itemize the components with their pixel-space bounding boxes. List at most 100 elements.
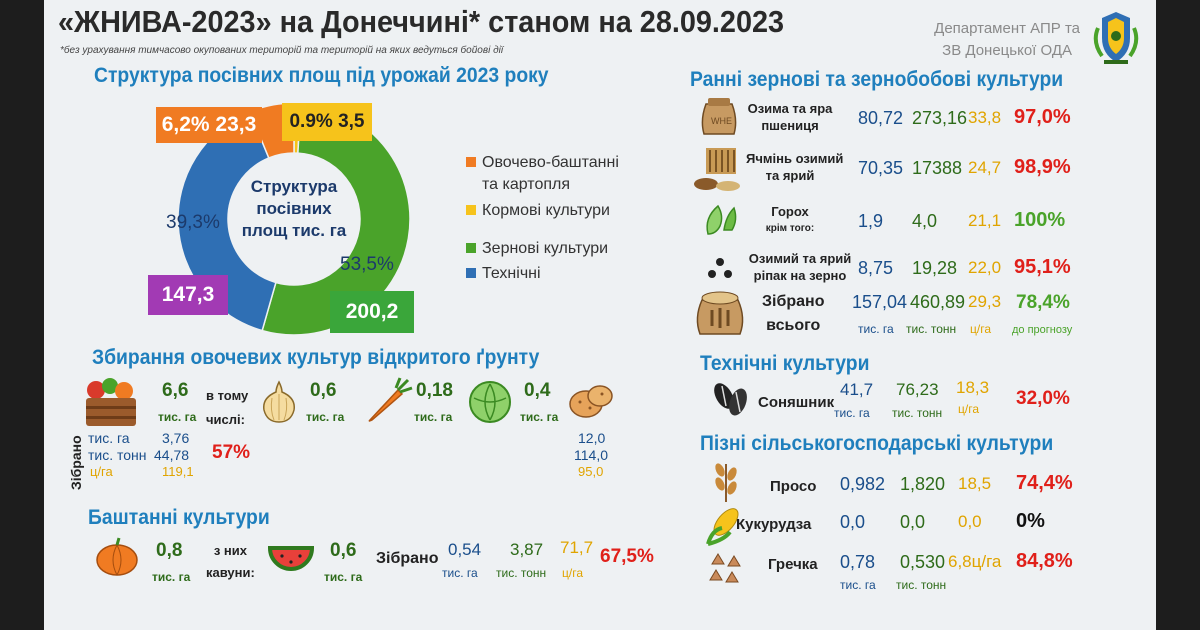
early-row-pct-wheat: 97,0% bbox=[1014, 106, 1071, 128]
cabbage-unit: тис. га bbox=[520, 410, 559, 424]
early-total-area: 157,04 bbox=[852, 292, 908, 312]
veg-row-unit-yield: ц/га bbox=[90, 464, 113, 479]
early-row-label-wheat: Озима та яра пшениця bbox=[746, 100, 834, 134]
late-unit-area: тис. га bbox=[840, 578, 876, 592]
late-row-yield-corn: 0,0 bbox=[958, 512, 982, 531]
harvested-vertical-label: Зібрано bbox=[68, 435, 84, 490]
infographic-slide: «ЖНИВА-2023» на Донеччині* станом на 28.… bbox=[44, 0, 1156, 630]
sunflower-label: Соняшник bbox=[758, 394, 835, 411]
melon-unit-tonn: тис. тонн bbox=[496, 566, 547, 580]
melon-harvested-label: Зібрано bbox=[376, 550, 439, 567]
late-crops-heading: Пізні сільськогосподарські культури bbox=[700, 432, 1054, 455]
of-them-line-1: з них bbox=[213, 543, 247, 558]
feed-value-tag: 0.9% 3,5 bbox=[282, 103, 372, 141]
page-title: «ЖНИВА-2023» на Донеччині* станом на 28.… bbox=[58, 4, 785, 39]
melon-harvested-tonn: 3,87 bbox=[510, 540, 544, 559]
legend-item-veg: Овочево-баштанні та картопля bbox=[466, 152, 619, 196]
coat-of-arms-icon bbox=[1090, 8, 1142, 66]
barley-icon bbox=[692, 144, 744, 192]
watermelon-icon bbox=[266, 536, 316, 580]
melon-unit-area: тис. га bbox=[442, 566, 478, 580]
early-row-name1-barley: Ячмінь озимий bbox=[746, 151, 844, 166]
tech-unit-tonn: тис. тонн bbox=[892, 406, 943, 420]
department-line-2: ЗВ Донецької ОДА bbox=[942, 42, 1072, 59]
melon-harvested-pct: 67,5% bbox=[600, 546, 654, 567]
veg-harvested-pct: 57% bbox=[212, 442, 251, 463]
center-line-1: Структура bbox=[250, 177, 338, 196]
early-unit-area: тис. га bbox=[858, 322, 894, 336]
early-row-name1-wheat: Озима та яра bbox=[747, 101, 833, 116]
early-row-label-rapeseed: Озимий та ярий ріпак на зерно bbox=[746, 250, 854, 284]
legend-swatch-feed bbox=[466, 205, 476, 215]
early-row-name1-rapeseed: Озимий та ярий bbox=[748, 251, 852, 266]
late-row-pct-corn: 0% bbox=[1016, 510, 1045, 532]
footnote: *без урахування тимчасово окупованих тер… bbox=[60, 45, 504, 56]
vegetable-crate-icon bbox=[82, 378, 140, 428]
corn-icon bbox=[702, 504, 746, 548]
center-line-2: посівних bbox=[256, 199, 332, 218]
early-row-pct-rapeseed: 95,1% bbox=[1014, 256, 1071, 278]
melon-harvested-area: 0,54 bbox=[448, 540, 482, 559]
veg-row-unit-area: тис. га bbox=[88, 430, 130, 446]
watermelon-unit: тис. га bbox=[324, 570, 363, 584]
legend-swatch-tech bbox=[466, 268, 476, 278]
legend-item-tech: Технічні bbox=[466, 265, 541, 283]
late-unit-tonn: тис. тонн bbox=[896, 578, 947, 592]
early-row-yield-wheat: 33,8 bbox=[968, 108, 1002, 127]
early-total-label: Зібрано всього bbox=[762, 290, 824, 338]
onion-area: 0,6 bbox=[310, 380, 337, 401]
late-row-area-millet: 0,982 bbox=[840, 474, 886, 494]
early-row-yield-pea: 21,1 bbox=[968, 211, 1002, 230]
watermelon-area: 0,6 bbox=[330, 540, 357, 561]
center-line-3: площ тис. га bbox=[241, 221, 347, 240]
cabbage-area: 0,4 bbox=[524, 380, 551, 401]
early-row-label-barley: Ячмінь озимий та ярий bbox=[746, 150, 844, 184]
early-row-name1-pea: Горох bbox=[771, 204, 809, 219]
sunflower-yield: 18,3 bbox=[956, 378, 990, 397]
early-total-name-2: всього bbox=[766, 317, 821, 334]
melon-heading: Баштанні культури bbox=[88, 506, 270, 529]
potato-yield: 95,0 bbox=[578, 464, 604, 479]
legend-label-veg-1: Овочево-баштанні bbox=[482, 154, 619, 171]
potato-area: 12,0 bbox=[578, 430, 606, 446]
tech-unit-area: тис. га bbox=[834, 406, 870, 420]
of-them-line-2: кавуни: bbox=[206, 565, 255, 580]
cabbage-icon bbox=[466, 378, 514, 424]
legend-swatch-grain bbox=[466, 243, 476, 253]
early-row-pct-barley: 98,9% bbox=[1014, 156, 1071, 178]
early-row-name2-wheat: пшениця bbox=[761, 118, 819, 133]
veg-heading: Збирання овочевих культур відкритого ґру… bbox=[92, 346, 540, 369]
early-total-pct: 78,4% bbox=[1016, 292, 1070, 313]
tech-unit-yield: ц/га bbox=[958, 402, 979, 416]
early-unit-forecast: до прогнозу bbox=[1012, 324, 1073, 336]
veg-harvested-yield: 119,1 bbox=[162, 464, 194, 479]
late-row-label-buckwheat: Гречка bbox=[768, 556, 818, 573]
donut-center-label: Структура посівних площ тис. га bbox=[222, 176, 366, 242]
late-row-pct-millet: 74,4% bbox=[1016, 472, 1073, 494]
onion-unit: тис. га bbox=[306, 410, 345, 424]
sunflower-pct: 32,0% bbox=[1016, 388, 1070, 409]
melon-unit-yield: ц/га bbox=[562, 566, 583, 580]
sunflower-area: 41,7 bbox=[840, 380, 874, 399]
veg-value-tag: 6,2% 23,3 bbox=[156, 107, 262, 143]
late-row-label-millet: Просо bbox=[770, 478, 817, 495]
slice-grain bbox=[261, 102, 411, 336]
early-row-name2-rapeseed: ріпак на зерно bbox=[753, 268, 847, 283]
veg-total-unit: тис. га bbox=[158, 410, 197, 424]
potato-tonn: 114,0 bbox=[574, 447, 608, 463]
grain-total-sack-icon bbox=[692, 286, 748, 336]
veg-harvested-area: 3,76 bbox=[162, 430, 190, 446]
legend-label-grain: Зернові культури bbox=[482, 240, 609, 257]
veg-harvested-tonn: 44,78 bbox=[154, 447, 190, 463]
late-row-label-corn: Кукурудза bbox=[736, 516, 812, 533]
rapeseed-icon bbox=[704, 256, 736, 280]
early-row-area-pea: 1,9 bbox=[858, 211, 884, 231]
late-row-yield-millet: 18,5 bbox=[958, 474, 992, 493]
early-row-tonn-pea: 4,0 bbox=[912, 211, 938, 231]
svg-text:WHE: WHE bbox=[711, 116, 732, 126]
incl-line-1: в тому bbox=[206, 388, 249, 403]
late-row-tonn-millet: 1,820 bbox=[900, 474, 946, 494]
early-total-yield: 29,3 bbox=[968, 292, 1002, 311]
sunflower-seed-icon bbox=[708, 378, 752, 420]
early-row-area-barley: 70,35 bbox=[858, 158, 904, 178]
